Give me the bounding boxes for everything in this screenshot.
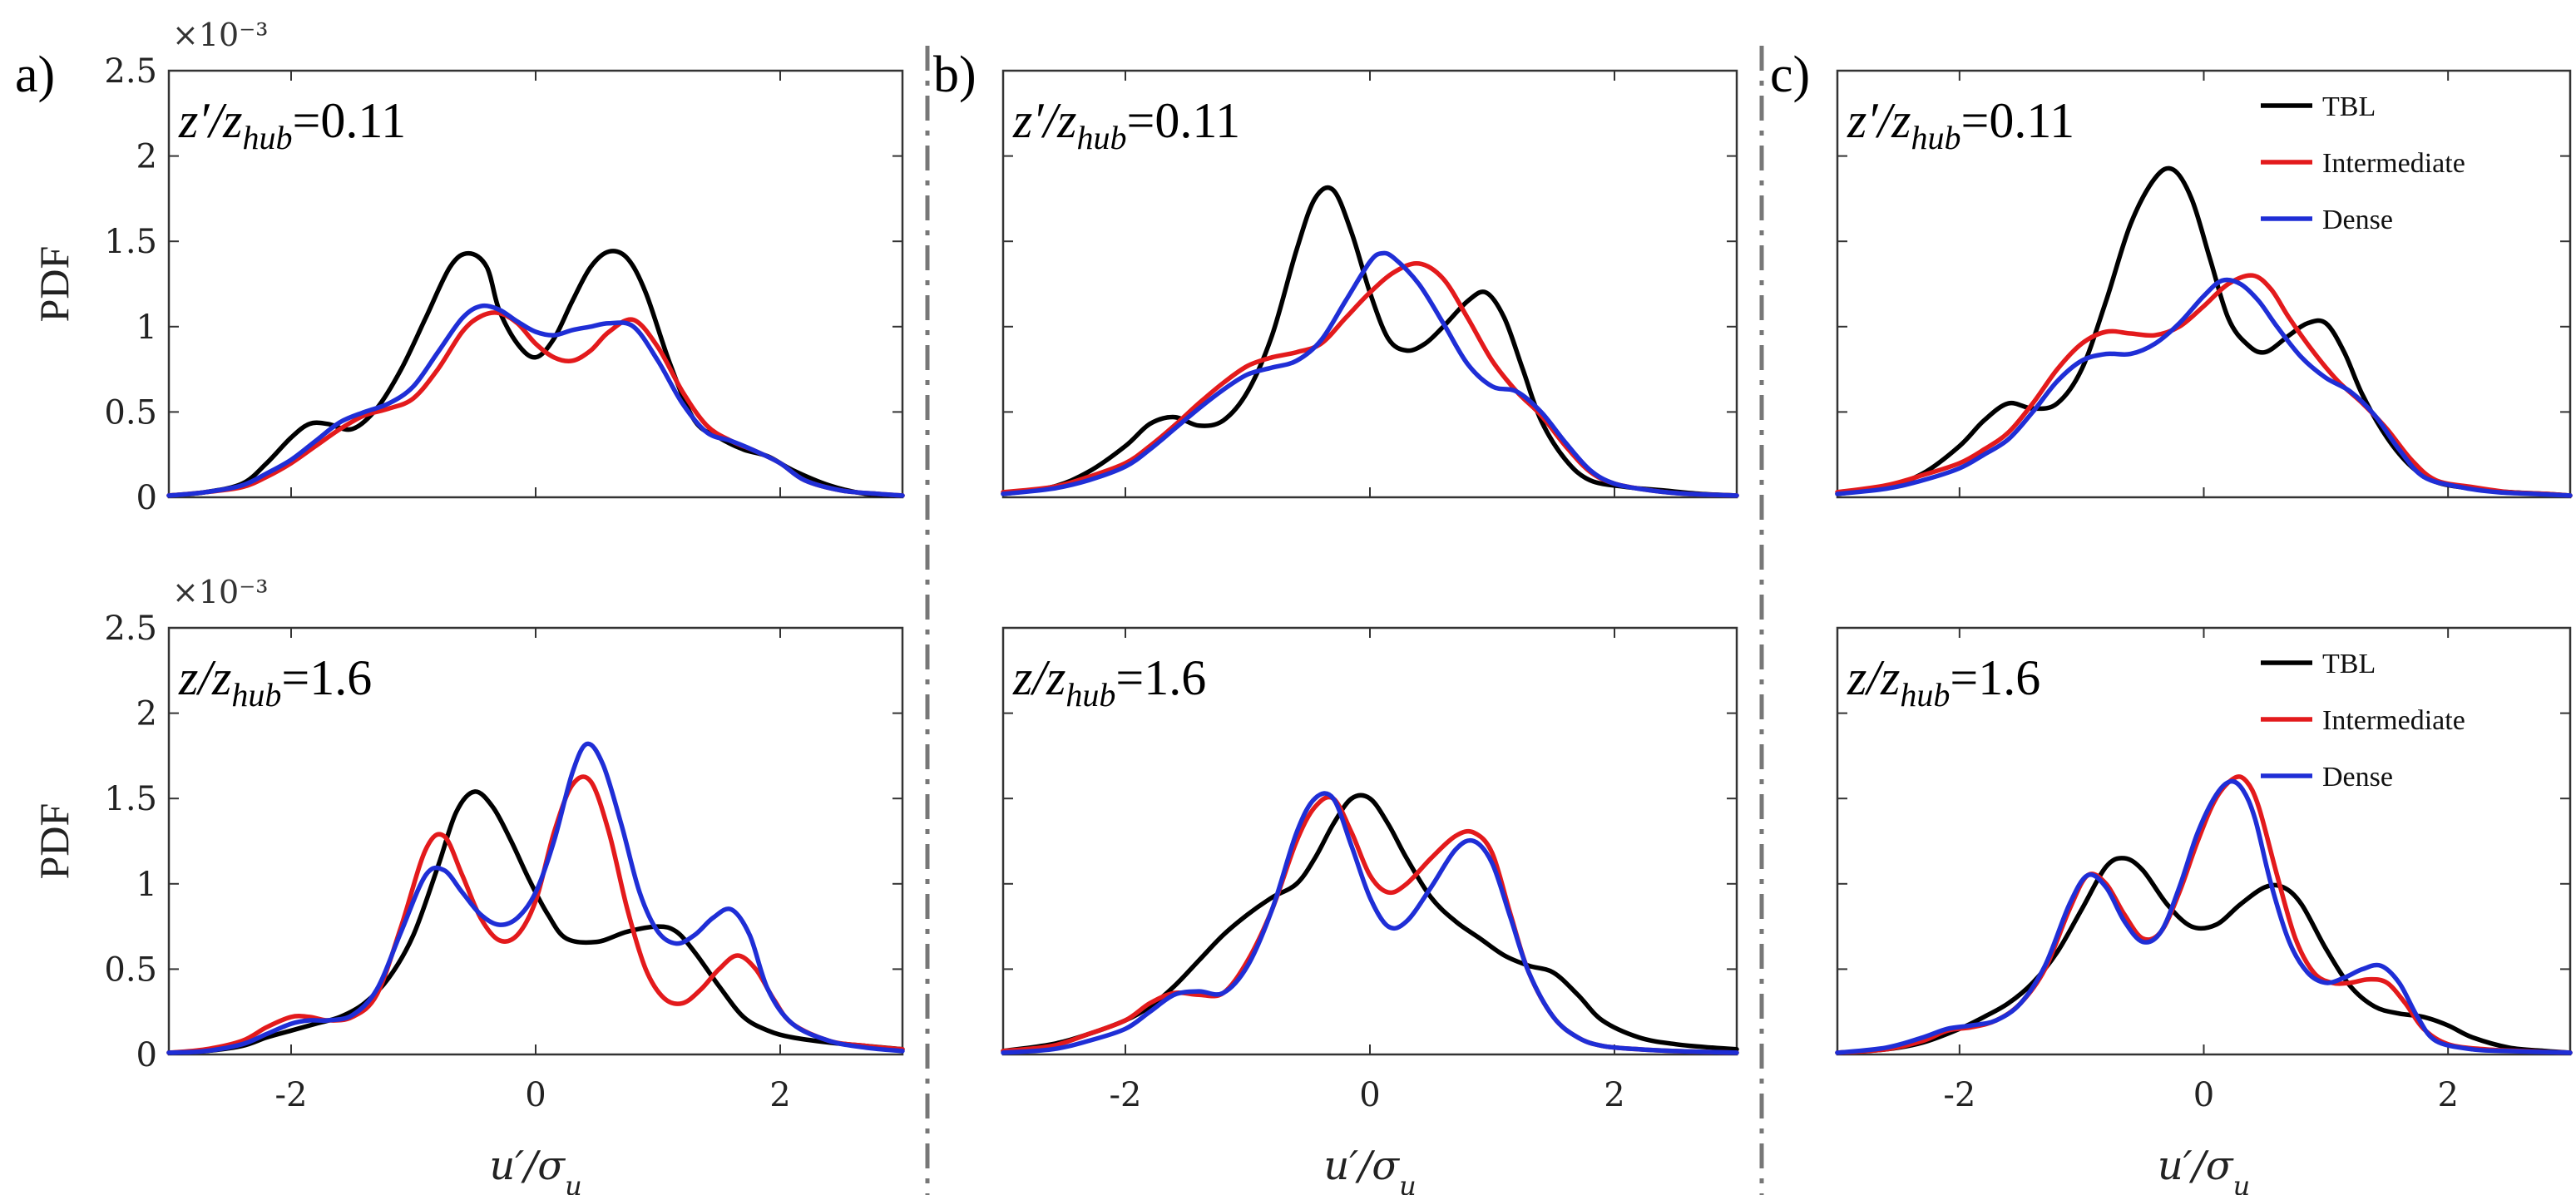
height-annotation: z/zhub=1.6 bbox=[1847, 650, 2040, 714]
y-axis-label: PDF bbox=[31, 803, 77, 880]
legend-label-tbl: TBL bbox=[2322, 91, 2376, 122]
ytick-label: 1 bbox=[136, 309, 157, 347]
series-line-tbl bbox=[166, 789, 905, 1055]
x-axis-label: u′/σu bbox=[2158, 1143, 2250, 1195]
ytick-label: 0.5 bbox=[104, 951, 157, 989]
legend-label-tbl: TBL bbox=[2322, 649, 2376, 679]
xtick-label: 0 bbox=[525, 1076, 546, 1114]
xtick-label: 2 bbox=[2437, 1076, 2458, 1114]
panel-label-b: b) bbox=[933, 47, 977, 103]
legend-label-dense: Dense bbox=[2322, 205, 2393, 235]
panel-c-bottom: -2 0 2 u′/σu z/zhub=1.6 TBL Intermediate Dense bbox=[1835, 626, 2573, 1195]
xtick-label: -2 bbox=[275, 1076, 308, 1114]
series-line-dense bbox=[1835, 277, 2573, 498]
series-line-tbl bbox=[1001, 185, 1739, 498]
ytick-label: 0 bbox=[136, 1036, 157, 1074]
axes-frame bbox=[167, 69, 904, 499]
y-multiplier: ×10⁻³ bbox=[172, 574, 268, 610]
series-line-dense bbox=[166, 741, 905, 1055]
ytick-label: 1.5 bbox=[104, 780, 157, 818]
series-line-dense bbox=[1835, 778, 2573, 1055]
legend-label-intermediate: Intermediate bbox=[2322, 705, 2465, 736]
panel-c-top: z′/zhub=0.11 TBL Intermediate Dense bbox=[1835, 69, 2573, 499]
xtick-label: 0 bbox=[1359, 1076, 1380, 1114]
legend-label-dense: Dense bbox=[2322, 762, 2393, 793]
panel-b-top: z′/zhub=0.11 bbox=[1001, 69, 1739, 499]
ytick-label: 2.5 bbox=[104, 52, 157, 91]
xtick-label: -2 bbox=[1943, 1076, 1975, 1114]
x-axis-label: u′/σu bbox=[1323, 1143, 1416, 1195]
ytick-label: 2 bbox=[136, 695, 157, 733]
panel-a-top: 0 0.5 1 1.5 2 2.5 ×10⁻³ PDF z′/zhub=0.11 bbox=[31, 17, 905, 517]
panel-label-a: a) bbox=[15, 47, 55, 103]
series-line-tbl bbox=[166, 249, 905, 498]
y-multiplier: ×10⁻³ bbox=[172, 17, 268, 53]
panel-b-bottom: -2 0 2 u′/σu z/zhub=1.6 bbox=[1001, 626, 1739, 1195]
height-annotation: z′/zhub=0.11 bbox=[1012, 93, 1240, 156]
height-annotation: z′/zhub=0.11 bbox=[1847, 93, 2074, 156]
xtick-label: 0 bbox=[2193, 1076, 2214, 1114]
xtick-label: -2 bbox=[1110, 1076, 1142, 1114]
series-line-dense bbox=[1001, 250, 1739, 498]
xtick-label: 2 bbox=[1604, 1076, 1624, 1114]
height-annotation: z/zhub=1.6 bbox=[178, 650, 372, 714]
panel-a-bottom: 0 0.5 1 1.5 2 2.5 -2 0 2 ×10⁻³ PDF u′/σu z/zhub=1.6 bbox=[31, 574, 905, 1195]
panel-label-c: c) bbox=[1770, 47, 1810, 103]
series-line-intermediate bbox=[1835, 273, 2573, 498]
axes-frame bbox=[167, 626, 904, 1056]
legend: TBL Intermediate Dense bbox=[2261, 649, 2465, 793]
x-axis-label: u′/σu bbox=[489, 1143, 581, 1195]
ytick-label: 1.5 bbox=[104, 223, 157, 261]
ytick-label: 2 bbox=[136, 138, 157, 176]
height-annotation: z′/zhub=0.11 bbox=[178, 93, 406, 156]
ytick-label: 2.5 bbox=[104, 610, 157, 648]
series-line-tbl bbox=[1835, 856, 2573, 1055]
axes-frame bbox=[1836, 69, 2572, 499]
height-annotation: z/zhub=1.6 bbox=[1012, 650, 1206, 714]
xtick-label: 2 bbox=[769, 1076, 790, 1114]
legend-label-intermediate: Intermediate bbox=[2322, 148, 2465, 179]
ytick-label: 1 bbox=[136, 866, 157, 904]
ytick-label: 0.5 bbox=[104, 393, 157, 432]
ytick-label: 0 bbox=[136, 479, 157, 517]
series-line-dense bbox=[166, 303, 905, 498]
legend: TBL Intermediate Dense bbox=[2261, 91, 2465, 235]
series-line-dense bbox=[1001, 791, 1739, 1055]
axes-frame bbox=[1001, 69, 1738, 499]
y-axis-label: PDF bbox=[31, 246, 77, 323]
axes-frame bbox=[1001, 626, 1738, 1056]
